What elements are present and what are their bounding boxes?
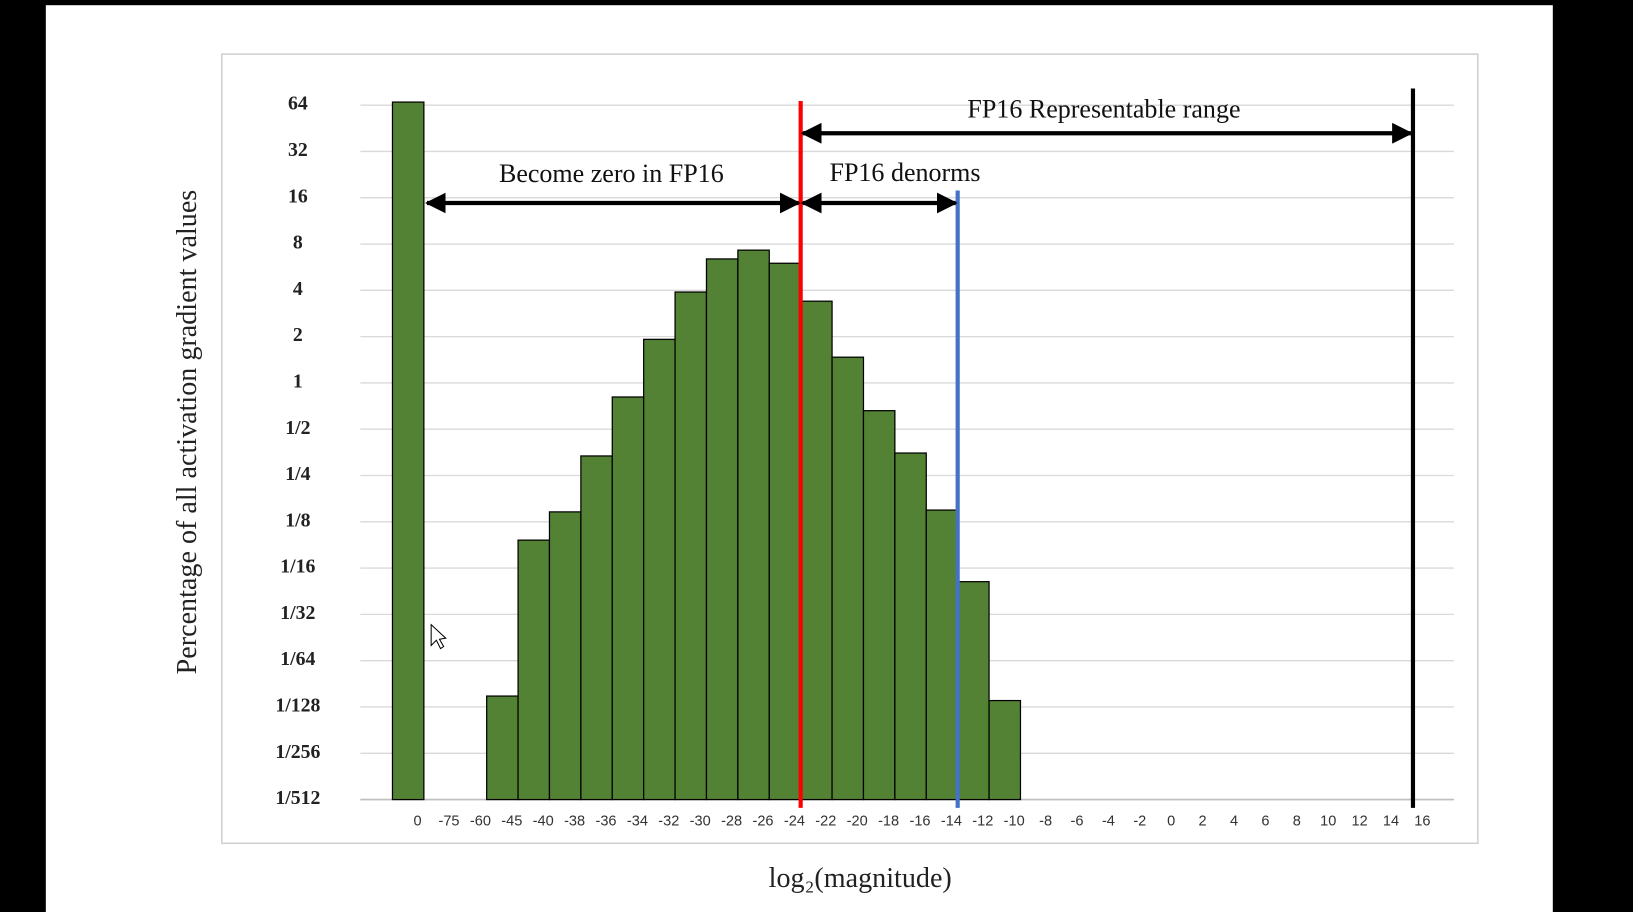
- bar: [674, 291, 708, 801]
- y-tick-label: 1/512: [275, 787, 320, 809]
- x-tick-label: -26: [752, 813, 773, 829]
- bar: [391, 101, 425, 801]
- x-tick-label: -4: [1102, 813, 1115, 829]
- x-tick-label: -14: [941, 813, 962, 829]
- y-tick-label: 1/128: [275, 695, 320, 717]
- x-tick-label: -18: [878, 813, 899, 829]
- y-tick-label: 1/64: [280, 648, 315, 670]
- x-tick-label: -6: [1071, 813, 1084, 829]
- x-tick-label: 0: [414, 813, 422, 829]
- y-tick-label: 1/256: [275, 741, 320, 763]
- annotation-text: Become zero in FP16: [499, 159, 724, 188]
- bar: [988, 699, 1022, 801]
- y-tick-label: 2: [293, 324, 303, 346]
- x-tick-label: -32: [658, 813, 679, 829]
- x-tick-label: -40: [533, 813, 554, 829]
- y-tick-label: 16: [288, 185, 308, 207]
- x-tick-label: 8: [1293, 813, 1301, 829]
- bar: [894, 452, 927, 801]
- x-tick-label: 4: [1230, 813, 1238, 829]
- bar: [862, 410, 896, 801]
- bar: [800, 300, 833, 801]
- y-tick-label: 1/2: [285, 417, 310, 439]
- y-tick-label: 1/8: [285, 509, 310, 531]
- bar: [643, 338, 676, 801]
- y-tick-label: 64: [288, 93, 308, 115]
- x-tick-label: -75: [438, 813, 459, 829]
- x-tick-label: -20: [847, 813, 868, 829]
- bar: [611, 396, 645, 801]
- x-tick-label: 16: [1414, 813, 1430, 829]
- x-tick-label: -36: [595, 813, 616, 829]
- x-tick-label: -28: [721, 813, 742, 829]
- x-tick-label: 12: [1352, 813, 1368, 829]
- annotation-text: FP16 denorms: [829, 158, 980, 187]
- y-axis-title: Percentage of all activation gradient va…: [172, 190, 203, 675]
- bar: [925, 509, 959, 801]
- y-tick-label: 8: [293, 232, 303, 254]
- x-tick-label: 10: [1320, 813, 1336, 829]
- x-tick-label: -10: [1004, 813, 1025, 829]
- y-tick-label: 1/4: [285, 463, 310, 485]
- x-tick-label: -16: [909, 813, 930, 829]
- x-tick-label: -60: [470, 813, 491, 829]
- x-tick-label: 14: [1383, 813, 1399, 829]
- y-tick-label: 4: [293, 278, 303, 300]
- bar: [705, 258, 739, 801]
- bar: [768, 262, 802, 801]
- x-tick-label: 0: [1167, 813, 1175, 829]
- x-tick-label: -12: [972, 813, 993, 829]
- x-tick-label: -30: [690, 813, 711, 829]
- bar: [957, 581, 990, 801]
- bar: [737, 249, 770, 801]
- x-tick-label: -38: [564, 813, 585, 829]
- x-tick-label: -45: [501, 813, 522, 829]
- bar: [548, 511, 582, 801]
- y-tick-label: 1/32: [280, 602, 315, 624]
- bar: [831, 356, 865, 801]
- x-tick-label: -24: [784, 813, 805, 829]
- y-tick-label: 1/16: [280, 556, 315, 578]
- x-tick-label: -8: [1039, 813, 1052, 829]
- bar: [486, 695, 519, 801]
- y-tick-label: 32: [288, 139, 308, 161]
- x-tick-label: 6: [1261, 813, 1269, 829]
- x-tick-label: -22: [815, 813, 836, 829]
- x-axis-title: log₂(magnitude): [769, 863, 952, 894]
- bar: [517, 539, 551, 801]
- y-tick-label: 1: [293, 370, 303, 392]
- x-tick-label: -34: [627, 813, 648, 829]
- annotation-text: FP16 Representable range: [967, 94, 1240, 123]
- mouse-cursor: [430, 623, 447, 650]
- bar: [580, 455, 613, 801]
- x-tick-label: 2: [1199, 813, 1207, 829]
- x-tick-label: -2: [1133, 813, 1146, 829]
